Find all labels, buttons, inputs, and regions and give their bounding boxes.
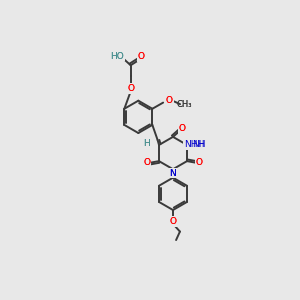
Text: O: O: [143, 158, 150, 167]
Text: NH: NH: [191, 140, 204, 149]
Text: H: H: [143, 139, 150, 148]
Text: O: O: [169, 217, 176, 226]
Text: O: O: [169, 217, 176, 226]
Text: O: O: [166, 96, 173, 105]
Text: O: O: [196, 158, 203, 167]
Text: O: O: [166, 96, 173, 105]
Text: O: O: [127, 84, 134, 93]
Text: O: O: [143, 158, 150, 167]
Text: H: H: [143, 139, 150, 148]
Text: HO: HO: [110, 52, 124, 61]
Text: O: O: [143, 158, 150, 167]
Text: CH₃: CH₃: [177, 100, 192, 109]
Text: H: H: [143, 139, 150, 148]
Text: CH₃: CH₃: [177, 100, 192, 109]
Text: O: O: [138, 52, 145, 61]
Text: O: O: [138, 52, 145, 61]
Text: O: O: [179, 124, 186, 133]
Text: NH: NH: [184, 140, 198, 149]
Text: O: O: [169, 217, 176, 226]
Text: N: N: [169, 169, 176, 178]
Text: HO: HO: [110, 52, 124, 61]
Text: O: O: [127, 84, 134, 93]
Text: O: O: [127, 84, 134, 93]
Text: N: N: [169, 169, 176, 178]
Text: O: O: [138, 52, 145, 61]
Text: NH: NH: [192, 140, 206, 149]
Text: O: O: [166, 96, 173, 105]
Text: O: O: [179, 124, 186, 133]
Text: N: N: [169, 169, 176, 178]
Text: O: O: [196, 158, 203, 167]
Text: HO: HO: [110, 52, 124, 61]
Text: O: O: [179, 124, 186, 133]
Text: O: O: [196, 158, 203, 167]
